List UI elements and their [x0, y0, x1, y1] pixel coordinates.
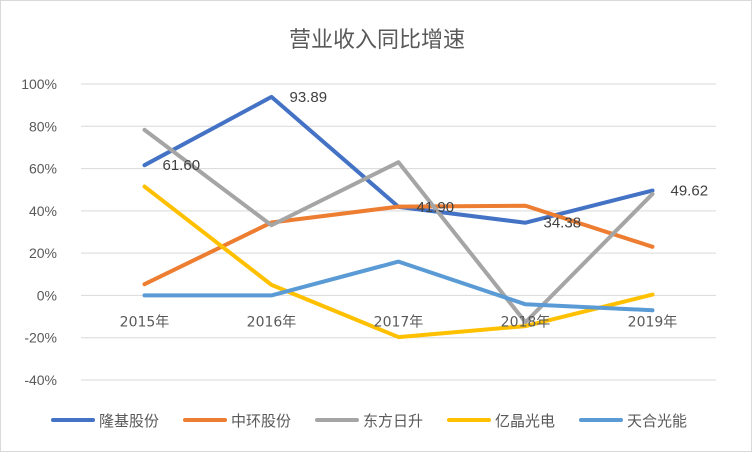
x-axis-categories: 2015年 2016年 2017年 2018年 2019年 — [120, 314, 678, 330]
data-label: 49.62 — [671, 183, 709, 200]
x-category-label: 2015年 — [120, 314, 170, 330]
x-category-label: 2019年 — [628, 314, 678, 330]
y-tick-label: -20% — [24, 330, 57, 346]
y-tick-label: 20% — [29, 245, 57, 261]
y-tick-label: 40% — [29, 203, 57, 219]
data-labels: 61.60 93.89 41.90 34.38 49.62 — [163, 89, 709, 232]
series-line-5 — [142, 259, 655, 313]
data-label: 34.38 — [544, 215, 582, 232]
series-line-2 — [142, 203, 655, 287]
y-axis-ticks: 100% 80% 60% 40% 20% 0% -20% -40% — [21, 76, 57, 388]
legend-label: 中环股份 — [231, 412, 291, 430]
y-tick-label: 60% — [29, 161, 57, 177]
y-tick-label: -40% — [24, 372, 57, 388]
data-label: 93.89 — [290, 89, 328, 106]
y-tick-label: 100% — [21, 76, 57, 92]
chart-title: 营业收入同比增速 — [289, 28, 465, 53]
series-line-1 — [142, 94, 655, 225]
legend-label: 天合光能 — [627, 412, 687, 430]
legend-label: 亿晶光电 — [495, 412, 555, 430]
series-lines — [142, 94, 655, 340]
data-label: 61.60 — [163, 157, 201, 174]
y-tick-label: 0% — [37, 287, 57, 303]
series-line-3 — [142, 127, 655, 325]
legend-label: 隆基股份 — [99, 412, 159, 430]
legend: 隆基股份 中环股份 东方日升 亿晶光电 天合光能 — [51, 412, 687, 430]
x-category-label: 2016年 — [247, 314, 297, 330]
series-line-4 — [142, 184, 655, 340]
y-tick-label: 80% — [29, 118, 57, 134]
legend-label: 东方日升 — [363, 412, 423, 430]
x-category-label: 2017年 — [374, 314, 424, 330]
data-label: 41.90 — [417, 199, 455, 216]
x-category-label: 2018年 — [501, 314, 551, 330]
